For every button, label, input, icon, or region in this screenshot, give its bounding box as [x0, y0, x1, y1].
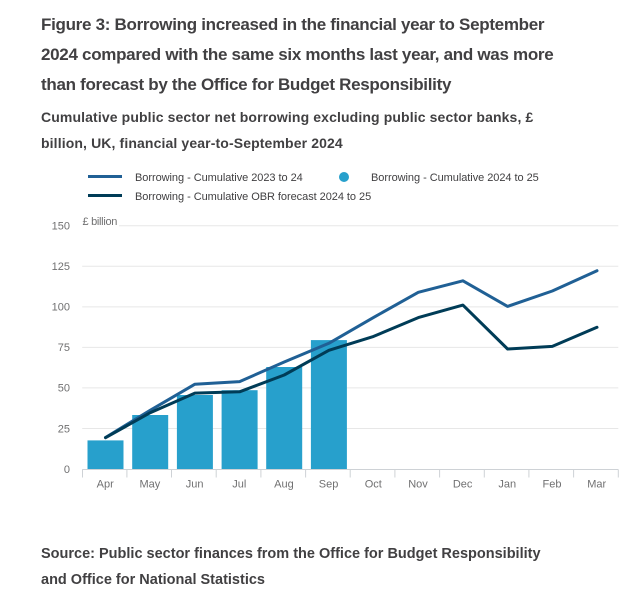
svg-text:100: 100: [52, 302, 70, 314]
svg-text:Apr: Apr: [97, 479, 114, 491]
svg-text:Oct: Oct: [365, 479, 382, 491]
svg-text:Nov: Nov: [408, 479, 428, 491]
svg-text:50: 50: [58, 383, 70, 395]
svg-text:Jan: Jan: [498, 479, 516, 491]
svg-text:125: 125: [52, 261, 70, 273]
svg-text:Jun: Jun: [186, 479, 204, 491]
svg-text:May: May: [140, 479, 161, 491]
svg-text:Mar: Mar: [587, 479, 606, 491]
svg-text:Sep: Sep: [319, 479, 339, 491]
svg-text:25: 25: [58, 423, 70, 435]
svg-text:75: 75: [58, 342, 70, 354]
svg-text:£ billion: £ billion: [83, 216, 118, 228]
svg-text:Aug: Aug: [274, 479, 294, 491]
svg-text:Jul: Jul: [232, 479, 246, 491]
svg-text:Dec: Dec: [453, 479, 473, 491]
svg-text:Feb: Feb: [543, 479, 562, 491]
svg-text:150: 150: [52, 221, 70, 233]
svg-text:0: 0: [64, 464, 70, 476]
